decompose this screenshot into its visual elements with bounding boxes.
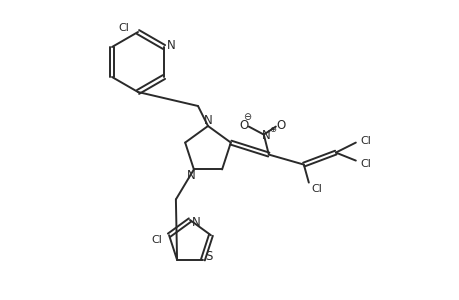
Text: O: O [275,119,285,132]
Text: S: S [205,250,212,263]
Text: N: N [166,38,175,52]
Text: ⊕: ⊕ [269,125,276,134]
Text: Cl: Cl [118,23,129,33]
Text: N: N [203,113,212,127]
Text: O: O [239,119,248,132]
Text: N: N [191,217,200,230]
Text: N: N [186,169,195,182]
Text: Cl: Cl [359,159,370,169]
Text: Cl: Cl [359,136,370,146]
Text: Cl: Cl [311,184,322,194]
Text: ⊖: ⊖ [242,112,250,122]
Text: Cl: Cl [151,235,162,245]
Text: N: N [261,129,269,142]
